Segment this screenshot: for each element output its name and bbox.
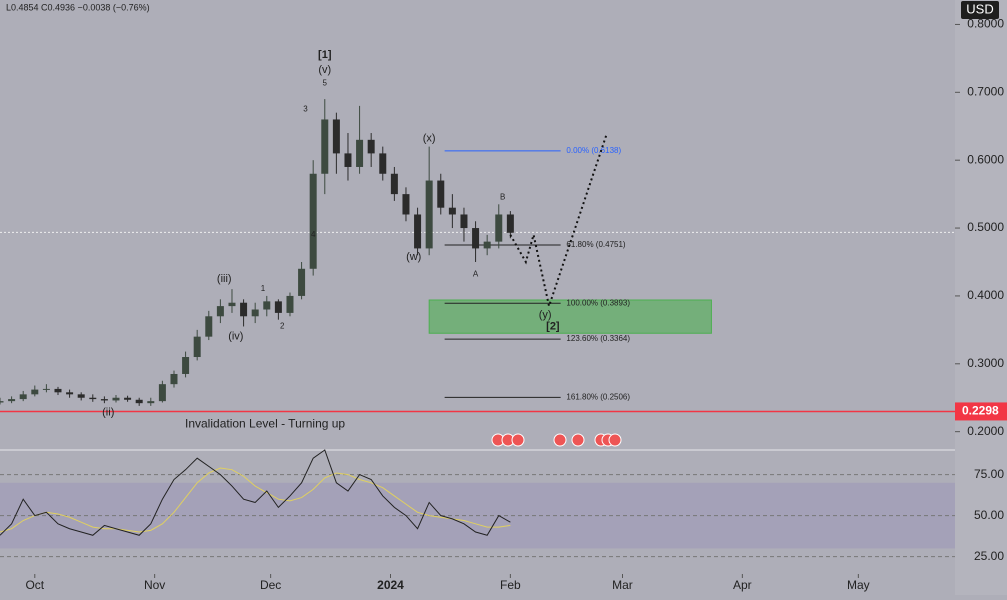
candle-body [89,397,97,400]
candle-body [0,401,4,403]
x-tick-label: Oct [25,578,44,592]
candle-body [205,316,213,337]
x-tick-label: Nov [144,578,165,592]
y-tick-label: 0.8000 [967,17,1004,31]
projection [509,132,608,310]
candle-body [66,392,74,395]
candle-body [193,336,201,358]
candle-body [42,388,50,390]
candle-body [298,268,306,296]
currency: USD [966,1,993,16]
invalidation-badge [955,402,1007,421]
y-tick-label: 0.2000 [967,424,1004,438]
wave-label: A [473,269,479,278]
invalidation-price: 0.2298 [962,404,999,418]
x-tick-label: Mar [612,578,633,592]
rsi-line [0,449,511,536]
candle-body [448,207,456,215]
wave-label: (w) [406,251,421,263]
candle-body [472,228,480,249]
wave-label: (ii) [102,407,114,419]
candle-body [31,389,39,395]
fib-label: 0.00% (0.6138) [566,146,621,155]
rsi-tick-label: 25.00 [974,549,1004,563]
candle-body [414,214,422,249]
candle-body [54,388,62,393]
candle-body [356,139,364,167]
candle-body [124,397,132,400]
wave-label: [1] [318,49,332,61]
candle-body [425,180,433,249]
currency-badge [961,1,999,19]
event-icons [491,433,622,447]
y-tick-label: 0.6000 [967,152,1004,166]
candle-body [77,394,85,398]
candle-body [495,214,503,242]
candle-body [240,302,248,317]
candle-body [216,306,224,317]
candle-body [367,139,375,154]
candle-body [274,301,282,313]
candle-body [112,397,120,401]
candle-body [390,173,398,195]
target-zone [428,299,712,334]
rsi-ma [0,467,511,533]
y-tick-label: 0.7000 [967,84,1004,98]
wave-label: B [500,193,505,202]
candle-body [100,399,108,401]
ohlc-header: L0.4854 C0.4936 −0.0038 (−0.76%) [6,2,150,12]
wave-label: (x) [423,132,436,144]
fib-label: 123.60% (0.3364) [566,334,630,343]
x-tick-label: 2024 [377,578,404,592]
candle-body [483,241,491,249]
candle-body [332,119,340,154]
candle-body [344,153,352,167]
wave-label: 5 [323,79,328,88]
candle-body [19,394,27,400]
wave-label: (y) [539,309,552,321]
fib-label: 161.80% (0.2506) [566,392,630,401]
candle-body [182,357,190,374]
candle-body [8,399,16,402]
candle-body [170,373,178,385]
rsi-tick-label: 75.00 [974,467,1004,481]
candle-body [460,214,468,229]
fib-label: 100.00% (0.3893) [566,298,630,307]
candle-body [147,401,155,404]
candle-body [263,301,271,310]
candle-body [437,180,445,208]
wave-label: 3 [303,104,308,113]
wave-label: (iv) [228,331,243,343]
wave-label: (v) [318,64,331,76]
x-tick-label: Dec [260,578,281,592]
wave-label: 1 [261,284,266,293]
invalidation-text: Invalidation Level - Turning up [185,417,345,431]
candle-body [506,214,514,233]
candle-body [135,399,143,404]
y-tick-label: 0.4000 [967,288,1004,302]
x-tick-label: Feb [500,578,521,592]
candle-body [379,153,387,174]
wave-label: 2 [280,322,285,331]
candle-body [402,194,410,215]
y-tick-label: 0.3000 [967,356,1004,370]
fib-label: 61.80% (0.4751) [566,240,625,249]
x-tick-label: May [847,578,870,592]
y-tick-label: 0.5000 [967,220,1004,234]
candle-body [286,295,294,313]
candle-body [228,302,236,307]
wave-label: (iii) [217,273,232,285]
rsi-tick-label: 50.00 [974,508,1004,522]
wave-label: 4 [311,230,316,239]
wave-label: [2] [546,320,560,332]
x-tick-label: Apr [733,578,752,592]
candle-body [321,119,329,174]
candle-body [251,309,259,317]
price-axis-bg [955,0,1007,595]
candle-body [309,173,317,269]
candle-body [158,384,166,402]
